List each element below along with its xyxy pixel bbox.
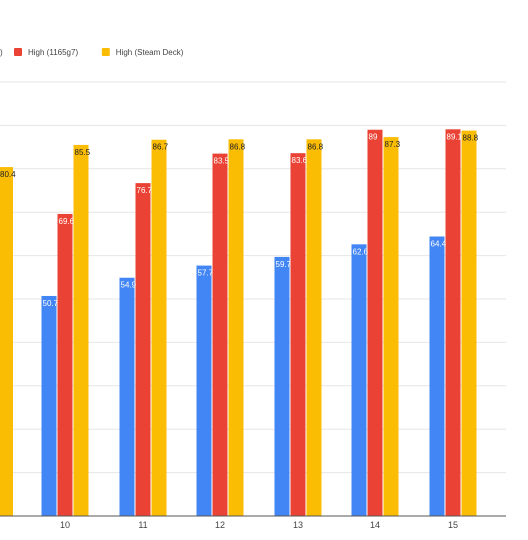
data-label: 89.1 xyxy=(447,132,463,141)
bar xyxy=(119,277,135,516)
bar xyxy=(306,139,322,516)
data-label: 85.5 xyxy=(75,148,91,157)
legend-swatch xyxy=(101,48,110,56)
bar xyxy=(135,183,151,516)
data-label: 64.4 xyxy=(431,240,447,249)
legend-label: High (1165g7) xyxy=(28,48,78,57)
bar xyxy=(274,256,290,516)
data-label: 59.7 xyxy=(276,260,292,269)
data-label: 87.3 xyxy=(385,140,401,149)
x-axis-ticks: 10 11 12 13 14 15 xyxy=(60,520,458,530)
data-label: 86.7 xyxy=(153,143,169,152)
data-label: 88.8 xyxy=(463,134,479,143)
bar xyxy=(290,153,306,516)
data-label: 80.4 xyxy=(0,170,16,179)
bar xyxy=(73,144,89,516)
x-tick-label: 13 xyxy=(293,520,303,530)
bar xyxy=(41,295,57,516)
x-tick-label: 10 xyxy=(60,520,70,530)
bar xyxy=(151,139,167,517)
data-label: 83.6 xyxy=(292,156,308,165)
bar xyxy=(212,153,228,517)
x-tick-label: 14 xyxy=(370,520,380,530)
bar xyxy=(351,244,367,517)
bar xyxy=(461,130,477,516)
bar xyxy=(196,265,212,516)
legend: ) High (1165g7) High (Steam Deck) xyxy=(0,48,184,57)
bar xyxy=(228,139,244,516)
data-label: 86.8 xyxy=(230,142,246,151)
data-label: 54.9 xyxy=(121,281,137,290)
data-label: 57.7 xyxy=(198,269,214,278)
bar xyxy=(367,129,383,517)
x-tick-label: 11 xyxy=(138,520,147,530)
x-tick-label: 12 xyxy=(215,520,225,530)
data-label: 76.7 xyxy=(137,186,153,195)
legend-label: High (Steam Deck) xyxy=(116,48,184,57)
data-label: 62.6 xyxy=(353,247,369,256)
data-label: 86.8 xyxy=(308,142,324,151)
bar xyxy=(57,213,73,516)
bar xyxy=(445,129,461,516)
data-labels: 80.450.769.685.554.976.786.757.783.586.8… xyxy=(0,132,479,308)
bar xyxy=(383,137,399,517)
legend-swatch xyxy=(14,48,22,56)
bars xyxy=(0,129,477,517)
data-label: 83.5 xyxy=(214,157,230,166)
bar xyxy=(0,167,13,516)
legend-partial-label: ) xyxy=(0,48,3,57)
data-label: 50.7 xyxy=(43,299,59,308)
bar xyxy=(429,236,445,516)
data-label: 89 xyxy=(369,133,378,142)
x-tick-label: 15 xyxy=(448,520,458,530)
data-label: 69.6 xyxy=(59,217,75,226)
